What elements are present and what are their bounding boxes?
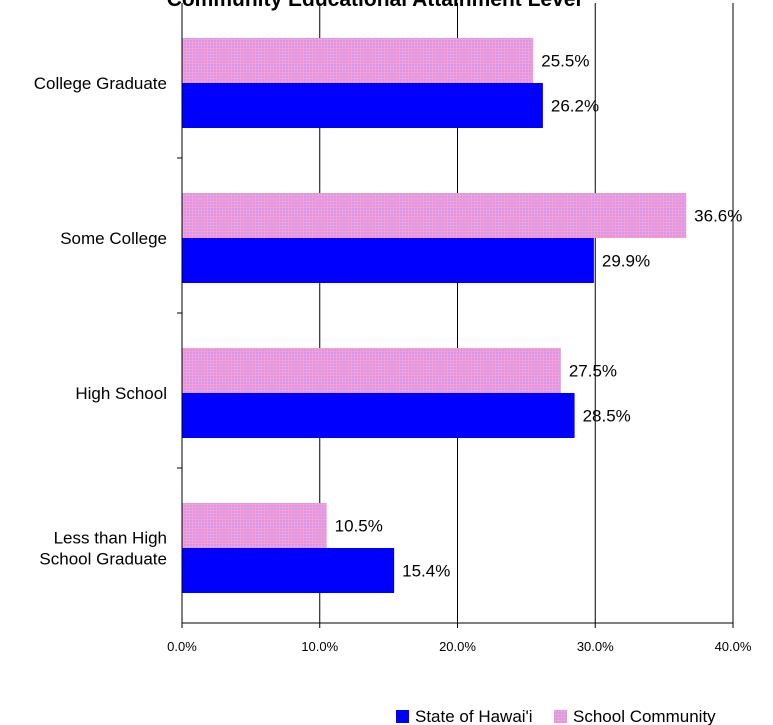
value-label-state-of-hawai-i-high-school: 28.5% xyxy=(583,407,631,426)
legend-label-school-community: School Community xyxy=(573,707,716,725)
value-label-state-of-hawai-i-some-college: 29.9% xyxy=(602,252,650,271)
value-label-state-of-hawai-i-college-graduate: 26.2% xyxy=(551,97,599,116)
labels: 25.5% 36.6% 27.5% 10.5% 26.2% 29.9% 28.5% 15.4%… xyxy=(34,52,752,655)
bar-school-community-high-school xyxy=(182,348,561,393)
legend-swatch-state-of-hawai-i xyxy=(396,710,409,723)
bar-school-community-college-graduate xyxy=(182,38,534,83)
x-tick-label-0: 0.0% xyxy=(167,639,197,654)
category-label-college-graduate: College Graduate xyxy=(34,74,167,93)
category-label-high-school: High School xyxy=(75,384,167,403)
value-label-state-of-hawai-i-less-than-high-school-graduate: 15.4% xyxy=(402,562,450,581)
x-tick-label-2: 20.0% xyxy=(439,639,476,654)
value-label-school-community-college-graduate: 25.5% xyxy=(541,52,589,71)
bar-school-community-some-college xyxy=(182,193,687,238)
category-label-some-college: Some College xyxy=(60,229,167,248)
bar-state-of-hawai-i-some-college xyxy=(182,238,594,283)
legend-label-state-of-hawai-i: State of Hawai'i xyxy=(415,707,533,725)
category-label-less-than-high-school-graduate: Less than High School Graduate xyxy=(39,529,167,569)
bar-school-community-less-than-high-school-graduate xyxy=(182,503,327,548)
value-label-school-community-high-school: 27.5% xyxy=(569,362,617,381)
bar-state-of-hawai-i-college-graduate xyxy=(182,83,543,128)
x-tick-label-1: 10.0% xyxy=(301,639,338,654)
bar-state-of-hawai-i-less-than-high-school-graduate xyxy=(182,548,395,593)
x-tick-label-4: 40.0% xyxy=(715,639,752,654)
bar-state-of-hawai-i-high-school xyxy=(182,393,575,438)
chart-title: Community Educational Attainment Level xyxy=(167,0,582,11)
value-label-school-community-less-than-high-school-graduate: 10.5% xyxy=(335,517,383,536)
value-label-school-community-some-college: 36.6% xyxy=(694,207,742,226)
bars xyxy=(182,38,687,593)
legend-swatch-school-community xyxy=(554,710,567,723)
axes xyxy=(177,3,734,628)
legend: State of Hawai'i School Community xyxy=(396,707,716,725)
x-tick-label-3: 30.0% xyxy=(577,639,614,654)
